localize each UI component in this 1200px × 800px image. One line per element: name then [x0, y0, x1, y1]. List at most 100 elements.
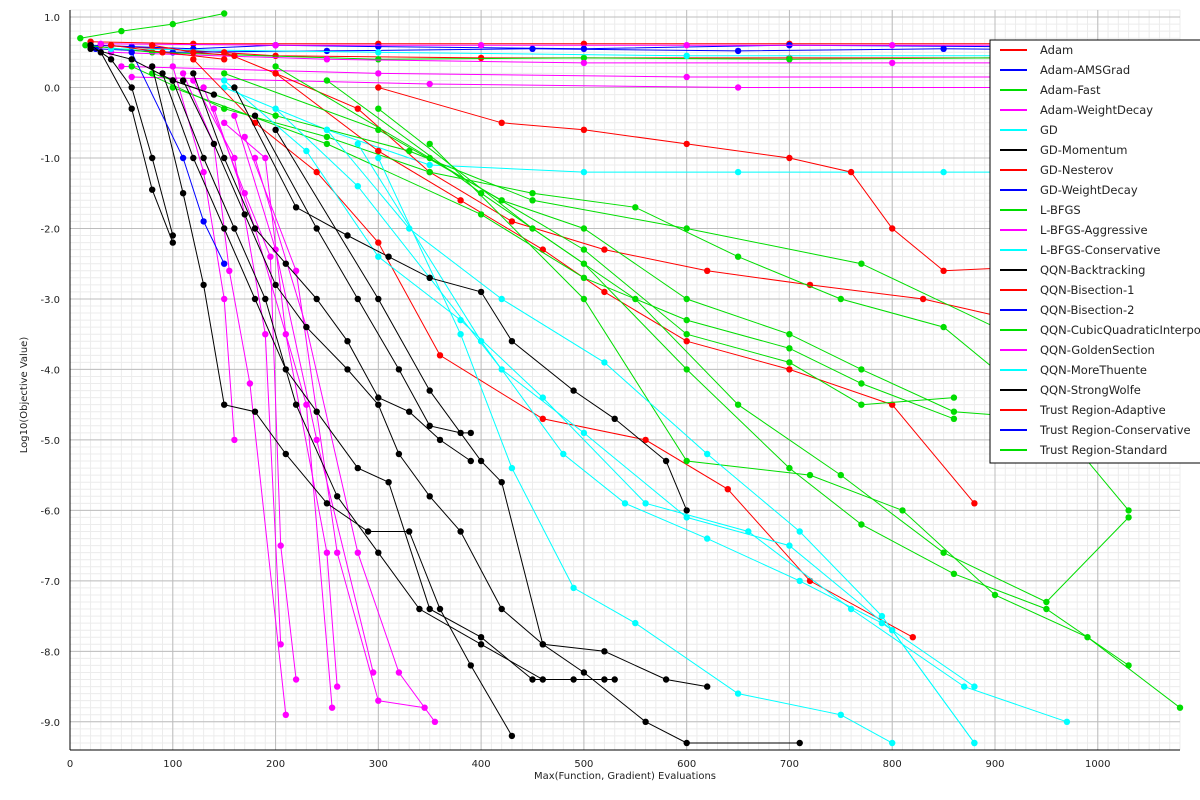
data-point — [858, 380, 865, 387]
data-point — [704, 450, 711, 458]
data-point — [221, 77, 228, 84]
data-point — [323, 133, 331, 141]
data-point — [508, 338, 516, 345]
data-point — [272, 126, 279, 133]
data-point — [580, 45, 588, 52]
legend-label: Adam-AMSGrad — [1040, 63, 1130, 77]
series-qqn-backtracking-run-47 — [272, 126, 803, 747]
data-point — [210, 91, 218, 98]
data-point — [919, 295, 927, 303]
data-point — [277, 641, 284, 648]
data-point — [190, 56, 197, 63]
data-point — [683, 42, 690, 49]
data-point — [395, 669, 403, 676]
data-point — [200, 281, 207, 289]
data-point — [344, 338, 351, 345]
tick-labels: 0 100 200 300 400 500 600 700 800 900 1000 1.0 0.0 -1… — [40, 13, 1110, 770]
data-point — [159, 49, 166, 56]
data-point — [847, 168, 855, 176]
data-point — [426, 422, 433, 429]
data-point — [323, 56, 331, 63]
data-point — [354, 105, 361, 112]
data-point — [837, 711, 844, 718]
data-point — [82, 42, 89, 49]
data-point — [149, 49, 156, 56]
data-point — [272, 70, 279, 77]
data-point — [313, 436, 320, 444]
data-point — [313, 408, 320, 415]
data-point — [128, 84, 135, 91]
data-point — [580, 168, 588, 176]
data-point — [436, 436, 444, 444]
data-point — [1063, 718, 1071, 725]
data-point — [169, 232, 176, 239]
data-point — [406, 528, 413, 535]
data-point — [375, 239, 382, 246]
data-point — [621, 500, 629, 507]
data-point — [570, 676, 577, 683]
legend-label: L-BFGS — [1040, 203, 1081, 217]
data-point — [128, 49, 135, 56]
data-point — [580, 225, 588, 232]
legend-label: GD — [1040, 123, 1058, 137]
data-point — [570, 387, 577, 394]
data-point — [375, 70, 382, 77]
data-point — [354, 140, 361, 148]
series-qqn-bisection-2-run-49 — [128, 49, 228, 267]
data-point — [611, 415, 618, 422]
series-line — [213, 108, 333, 708]
data-point — [262, 295, 269, 303]
data-point — [375, 401, 382, 408]
series-line — [377, 157, 893, 744]
data-point — [323, 47, 331, 55]
data-point — [683, 331, 690, 338]
data-point — [632, 619, 639, 627]
data-point — [272, 63, 279, 70]
series-trust-region-adaptive-run-51 — [149, 42, 238, 59]
data-point — [642, 718, 649, 725]
series-l-bfgs-run-24 — [375, 105, 1132, 606]
data-point — [899, 507, 906, 514]
data-point — [632, 295, 639, 303]
data-point — [226, 267, 233, 274]
data-point — [323, 549, 331, 556]
data-point — [251, 408, 259, 415]
series-l-bfgs-conservative-run-39 — [375, 154, 896, 747]
series-line — [429, 143, 1181, 709]
data-point — [704, 535, 711, 542]
data-point — [221, 56, 228, 63]
series-gd-nesterov-run-17 — [375, 84, 1102, 274]
data-point — [498, 119, 505, 127]
data-point — [961, 683, 968, 690]
data-point — [395, 366, 403, 373]
x-tick-label: 300 — [369, 759, 388, 770]
data-point — [786, 366, 793, 373]
data-point — [303, 401, 310, 408]
data-point — [370, 669, 377, 676]
data-point — [251, 225, 259, 232]
data-point — [601, 676, 608, 683]
data-point — [858, 366, 865, 373]
data-point — [313, 168, 320, 176]
data-point — [786, 331, 793, 338]
data-point — [889, 42, 896, 49]
data-point — [272, 246, 279, 253]
data-point — [375, 253, 382, 260]
data-point — [971, 683, 978, 690]
x-tick-label: 200 — [266, 759, 285, 770]
data-point — [323, 126, 331, 133]
legend-label: QQN-Backtracking — [1040, 263, 1145, 277]
data-point — [179, 154, 187, 162]
data-point — [128, 56, 135, 63]
data-point — [909, 634, 916, 641]
data-point — [796, 739, 803, 747]
series-l-bfgs-conservative-run-35 — [221, 77, 1071, 725]
x-tick-label: 900 — [985, 759, 1004, 770]
data-point — [734, 168, 742, 176]
data-point — [375, 84, 382, 91]
data-point — [477, 190, 485, 197]
data-point — [786, 154, 793, 162]
series-l-bfgs-aggressive-run-31 — [221, 119, 341, 690]
data-point — [734, 84, 742, 91]
legend-label: Adam-WeightDecay — [1040, 103, 1153, 117]
